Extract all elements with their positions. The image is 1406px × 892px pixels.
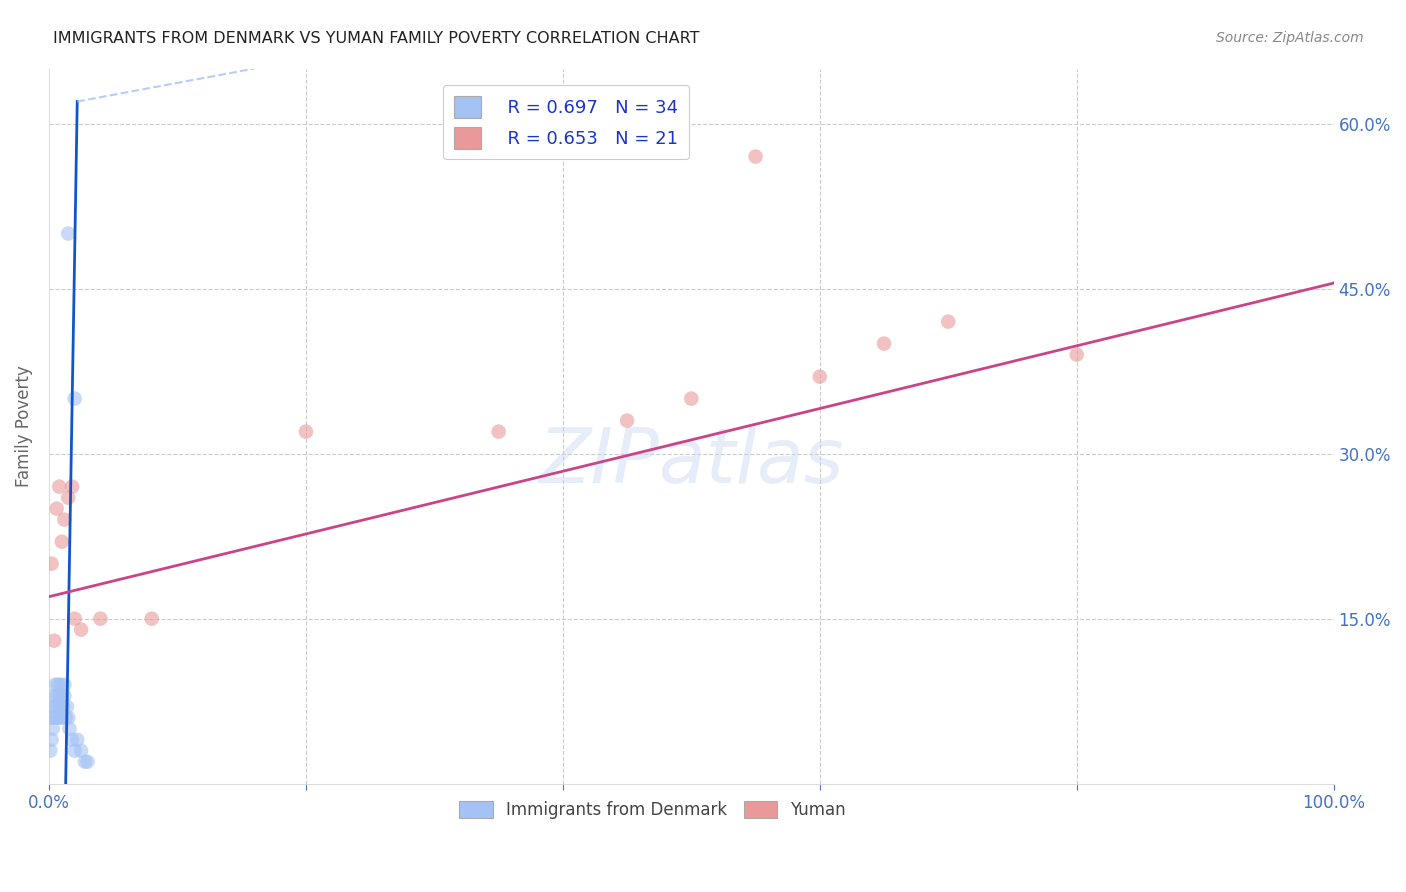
Point (42, 722, 65, 736)
Point (141, 612, 163, 626)
Point (46, 678, 69, 692)
Point (46, 699, 69, 714)
Point (42, 633, 65, 648)
Point (73, 755, 96, 769)
Point (55, 711, 77, 725)
Point (44, 678, 66, 692)
Text: IMMIGRANTS FROM DENMARK VS YUMAN FAMILY POVERTY CORRELATION CHART: IMMIGRANTS FROM DENMARK VS YUMAN FAMILY … (53, 31, 700, 46)
Point (60, 732, 83, 747)
Point (51, 689, 73, 703)
Point (53, 513, 76, 527)
Point (39, 744, 62, 758)
Point (63, 392, 86, 406)
Point (744, 150, 766, 164)
Point (56, 699, 79, 714)
Point (808, 369, 831, 384)
Point (52, 699, 75, 714)
Point (295, 425, 318, 439)
Point (1066, 348, 1088, 362)
Point (681, 392, 703, 406)
Point (48, 480, 70, 494)
Text: ZIPatlas: ZIPatlas (538, 425, 844, 499)
Point (45, 711, 67, 725)
Point (48, 711, 70, 725)
Point (89, 612, 111, 626)
Point (49, 699, 72, 714)
Point (53, 678, 76, 692)
Point (936, 315, 959, 329)
Point (63, 612, 86, 626)
Point (45, 501, 67, 516)
Point (616, 414, 638, 428)
Point (41, 711, 63, 725)
Point (51, 711, 73, 725)
Point (488, 425, 510, 439)
Y-axis label: Family Poverty: Family Poverty (15, 365, 32, 487)
Point (58, 722, 80, 736)
Point (45, 689, 67, 703)
Point (41, 732, 63, 747)
Point (58, 491, 80, 505)
Point (76, 755, 98, 769)
Point (58, 227, 80, 241)
Point (873, 336, 896, 351)
Point (42, 689, 65, 703)
Point (53, 689, 76, 703)
Point (42, 711, 65, 725)
Point (51, 534, 73, 549)
Point (70, 623, 93, 637)
Point (70, 744, 93, 758)
Text: Source: ZipAtlas.com: Source: ZipAtlas.com (1216, 31, 1364, 45)
Point (41, 557, 63, 571)
Point (60, 480, 83, 494)
Point (63, 744, 86, 758)
Point (48, 689, 70, 703)
Point (49, 678, 72, 692)
Point (44, 699, 66, 714)
Point (58, 711, 80, 725)
Point (66, 732, 89, 747)
Legend: Immigrants from Denmark, Yuman: Immigrants from Denmark, Yuman (453, 794, 853, 825)
Point (42, 699, 65, 714)
